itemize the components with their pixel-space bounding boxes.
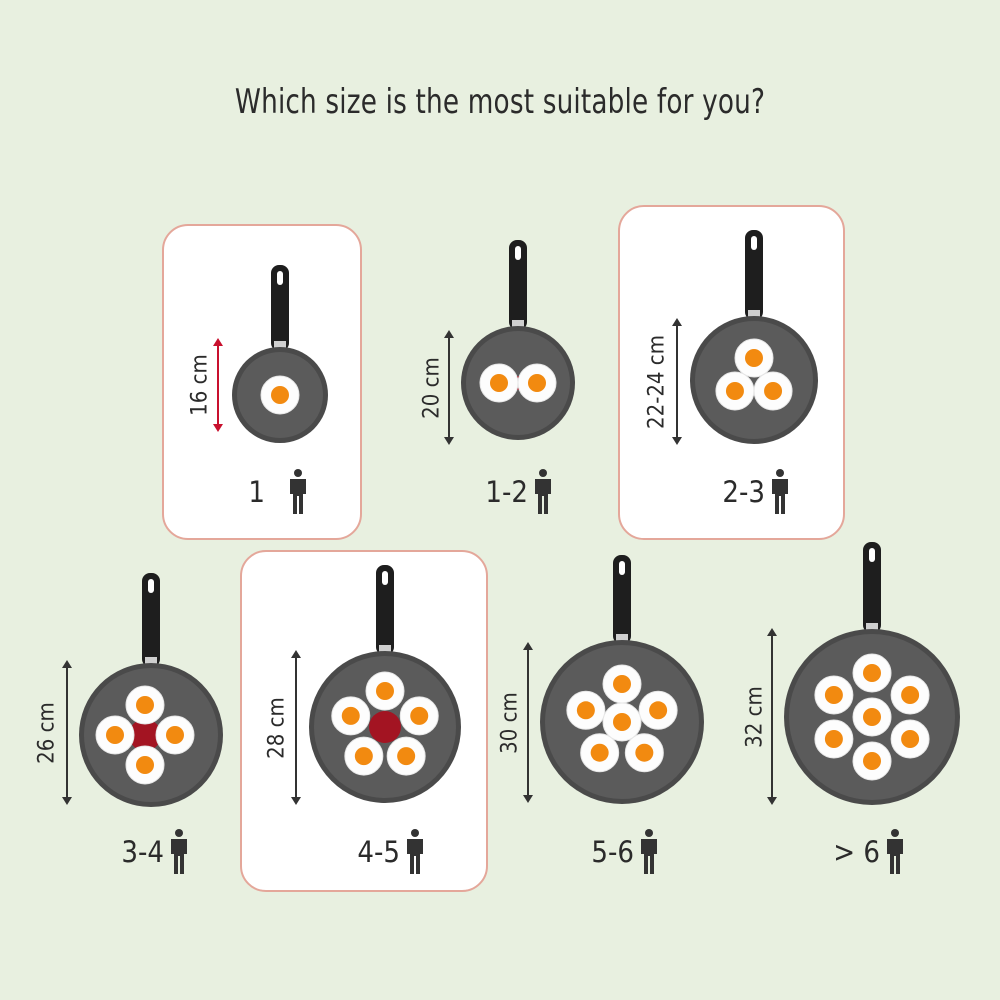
egg-icon [602,664,642,704]
person-icon [535,469,551,514]
people-count: > 6 [833,835,880,869]
egg-icon [890,719,930,759]
egg-icon [260,375,300,415]
dimension-arrow [291,650,301,805]
egg-icon [517,363,557,403]
frying-pan [540,555,704,804]
size-label: 28 cm [264,696,290,759]
dimension-arrow [767,628,777,805]
size-label: 20 cm [419,356,445,419]
egg-icon [852,653,892,693]
person-icon [290,469,306,514]
page-title: Which size is the most suitable for you? [234,82,766,122]
dimension-arrow [444,330,454,445]
handle-hole [515,246,521,260]
egg-icon [715,371,755,411]
egg-icon [852,697,892,737]
handle-hole [869,548,875,562]
person-icon [887,829,903,874]
egg-icon [155,715,195,755]
frying-pan [309,565,461,803]
egg-icon [814,675,854,715]
frying-pan [461,240,575,440]
people-count: 1 [248,475,265,509]
egg-icon [386,736,426,776]
people-count: 2-3 [722,475,765,509]
dimension-arrow [672,318,682,445]
handle-hole [277,271,283,285]
egg-icon [125,745,165,785]
egg-icon [125,685,165,725]
people-count: 3-4 [121,835,164,869]
person-icon [641,829,657,874]
pan-handle [376,565,394,655]
people-count: 5-6 [591,835,634,869]
egg-icon [602,702,642,742]
egg-icon [580,733,620,773]
egg-icon [331,696,371,736]
egg-icon [344,736,384,776]
egg-icon [566,690,606,730]
handle-hole [751,236,757,250]
egg-icon [734,338,774,378]
egg-icon [638,690,678,730]
egg-icon [753,371,793,411]
egg-icon [479,363,519,403]
dimension-arrow [523,642,533,803]
pan-handle [613,555,631,644]
size-label: 16 cm [187,354,213,416]
size-label: 30 cm [497,691,523,754]
frying-pan [784,542,960,805]
person-icon [407,829,423,874]
pan-handle [142,573,160,667]
handle-hole [382,571,388,585]
egg-icon [852,741,892,781]
handle-hole [148,579,154,593]
pan-handle [271,265,289,351]
person-icon [772,469,788,514]
egg-icon [814,719,854,759]
egg-icon [624,733,664,773]
pan-handle [863,542,881,633]
egg-icon [95,715,135,755]
pan-handle [509,240,527,330]
egg-icon [890,675,930,715]
frying-pan [79,573,223,807]
person-icon [171,829,187,874]
size-label: 32 cm [742,685,768,748]
size-label: 22-24 cm [644,334,670,429]
dimension-arrow [62,660,72,805]
pan-surface [695,321,813,439]
people-count: 1-2 [485,475,528,509]
people-count: 4-5 [357,835,400,869]
pan-handle [745,230,763,320]
dimension-arrow [213,338,223,432]
egg-icon [399,696,439,736]
size-label: 26 cm [34,701,60,764]
handle-hole [619,561,625,575]
frying-pan [690,230,818,444]
frying-pan [232,265,328,443]
egg-icon [365,671,405,711]
